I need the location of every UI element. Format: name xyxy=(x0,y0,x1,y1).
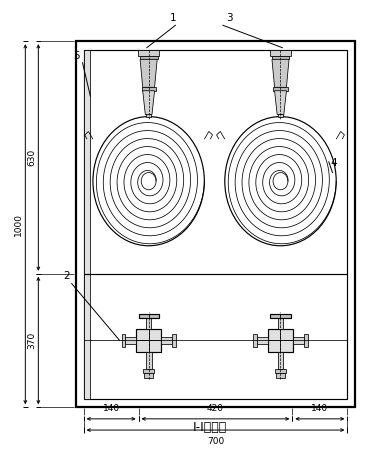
Bar xyxy=(84,50,347,399)
Bar xyxy=(254,334,257,346)
Bar xyxy=(146,318,151,329)
Text: 420: 420 xyxy=(207,404,224,413)
Bar xyxy=(84,50,90,399)
Text: 4: 4 xyxy=(330,158,337,168)
Bar xyxy=(271,314,291,318)
Bar xyxy=(172,334,176,346)
Text: 3: 3 xyxy=(227,13,233,23)
Bar xyxy=(277,352,283,369)
Polygon shape xyxy=(143,91,155,114)
Text: I-I剖面图: I-I剖面图 xyxy=(193,421,227,434)
Text: 370: 370 xyxy=(27,332,36,349)
Bar xyxy=(161,337,172,344)
Bar xyxy=(143,369,154,373)
Text: 140: 140 xyxy=(311,404,329,413)
Bar xyxy=(270,50,291,56)
Text: 1: 1 xyxy=(169,13,176,23)
Bar xyxy=(122,334,125,346)
Bar xyxy=(144,373,153,378)
Bar xyxy=(139,314,159,318)
Text: 5: 5 xyxy=(73,50,80,61)
Bar xyxy=(276,373,285,378)
Bar xyxy=(278,114,283,117)
Text: 2: 2 xyxy=(64,271,70,282)
Text: 1000: 1000 xyxy=(14,213,23,236)
Polygon shape xyxy=(274,91,287,114)
Bar xyxy=(146,114,151,117)
Bar xyxy=(293,337,304,344)
Text: 140: 140 xyxy=(103,404,120,413)
Bar xyxy=(140,56,158,59)
Text: 700: 700 xyxy=(207,437,224,446)
Bar xyxy=(138,50,159,56)
Bar xyxy=(275,369,286,373)
Polygon shape xyxy=(140,59,157,88)
Bar xyxy=(125,337,136,344)
Bar xyxy=(273,88,288,91)
Bar xyxy=(272,56,290,59)
Bar xyxy=(146,352,152,369)
Bar xyxy=(278,318,283,329)
Text: 630: 630 xyxy=(27,149,36,166)
Bar xyxy=(142,88,156,91)
Bar xyxy=(304,334,308,346)
Bar xyxy=(268,329,293,352)
Polygon shape xyxy=(272,59,289,88)
Bar xyxy=(136,329,161,352)
Bar xyxy=(76,41,355,407)
Bar xyxy=(257,337,268,344)
